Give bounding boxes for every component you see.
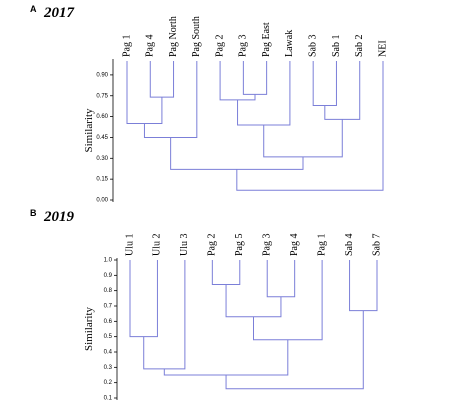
leaf-label: Sab 2	[354, 35, 365, 58]
chart-title: 2019	[43, 209, 75, 225]
dendrogram-link	[149, 61, 175, 98]
dendrogram-link	[242, 61, 268, 95]
leaf-label: Ulu 2	[152, 234, 163, 257]
y-tick-label: 0.90	[96, 72, 108, 78]
y-tick-label: 0.45	[96, 135, 108, 141]
leaf-label: Sab 3	[307, 35, 318, 58]
dendrogram-link	[312, 61, 337, 106]
leaf-label: Ulu 3	[179, 234, 190, 257]
dendrogram-link	[225, 310, 364, 390]
leaf-label: Pag 1	[121, 35, 132, 58]
y-tick-label: 0.9	[104, 273, 113, 279]
leaf-label: Pag 4	[145, 35, 156, 58]
leaf-label: Pag East	[261, 22, 272, 57]
leaf-label: Pag 2	[207, 234, 218, 257]
dendrogram-link	[253, 260, 323, 341]
leaf-label: Pag 3	[262, 234, 273, 257]
leaf-label: Sab 1	[331, 35, 342, 58]
leaf-label: NEI	[377, 40, 388, 57]
panel-label: B	[30, 208, 37, 218]
leaf-label: Lawak	[284, 30, 295, 57]
dendrogram-link	[126, 61, 163, 125]
leaf-label: Pag 2	[214, 35, 225, 58]
dendrogram-link	[324, 61, 361, 120]
dendrogram-link	[237, 61, 291, 126]
leaf-label: Pag North	[168, 16, 179, 57]
y-tick-label: 0.8	[104, 288, 113, 294]
y-tick-label: 0.60	[96, 114, 108, 120]
dendrogram-link	[236, 61, 384, 191]
dendrogram-link	[266, 260, 296, 298]
dendrogram-link	[225, 284, 282, 318]
dendrogram-link	[211, 260, 241, 286]
y-tick-label: 0.30	[96, 156, 108, 162]
y-tick-label: 0.1	[104, 396, 113, 402]
dendrogram-link	[349, 260, 378, 312]
y-tick-label: 0.15	[96, 177, 108, 183]
leaf-label: Sab 4	[344, 234, 355, 257]
leaf-label: Ulu 1	[124, 234, 135, 257]
y-tick-label: 1.0	[104, 258, 113, 264]
dendrogram-link	[143, 260, 186, 370]
y-tick-label: 0.5	[104, 334, 113, 340]
y-axis-label: Similarity	[83, 108, 95, 153]
panel-label: A	[30, 4, 37, 14]
dendrogram-link	[143, 61, 198, 138]
y-axis-label: Similarity	[83, 307, 95, 352]
y-tick-label: 0.7	[104, 304, 113, 310]
y-tick-label: 0.4	[104, 350, 113, 356]
dendrogram-link	[170, 137, 304, 170]
y-tick-label: 0.6	[104, 319, 113, 325]
chart-title: 2017	[43, 5, 75, 21]
leaf-label: Pag 5	[234, 234, 245, 257]
leaf-label: Sab 7	[371, 234, 382, 257]
leaf-label: Pag 3	[238, 34, 249, 57]
leaf-label: Pag 4	[289, 234, 300, 257]
y-tick-label: 0.2	[104, 380, 113, 386]
leaf-label: Pag 1	[316, 234, 327, 257]
dendrogram-link	[163, 339, 289, 376]
leaf-label: Pag South	[191, 16, 202, 57]
dendrogram-link	[129, 260, 158, 338]
y-tick-label: 0.00	[96, 198, 108, 204]
y-tick-label: 0.75	[96, 93, 108, 99]
y-tick-label: 0.3	[104, 365, 113, 371]
